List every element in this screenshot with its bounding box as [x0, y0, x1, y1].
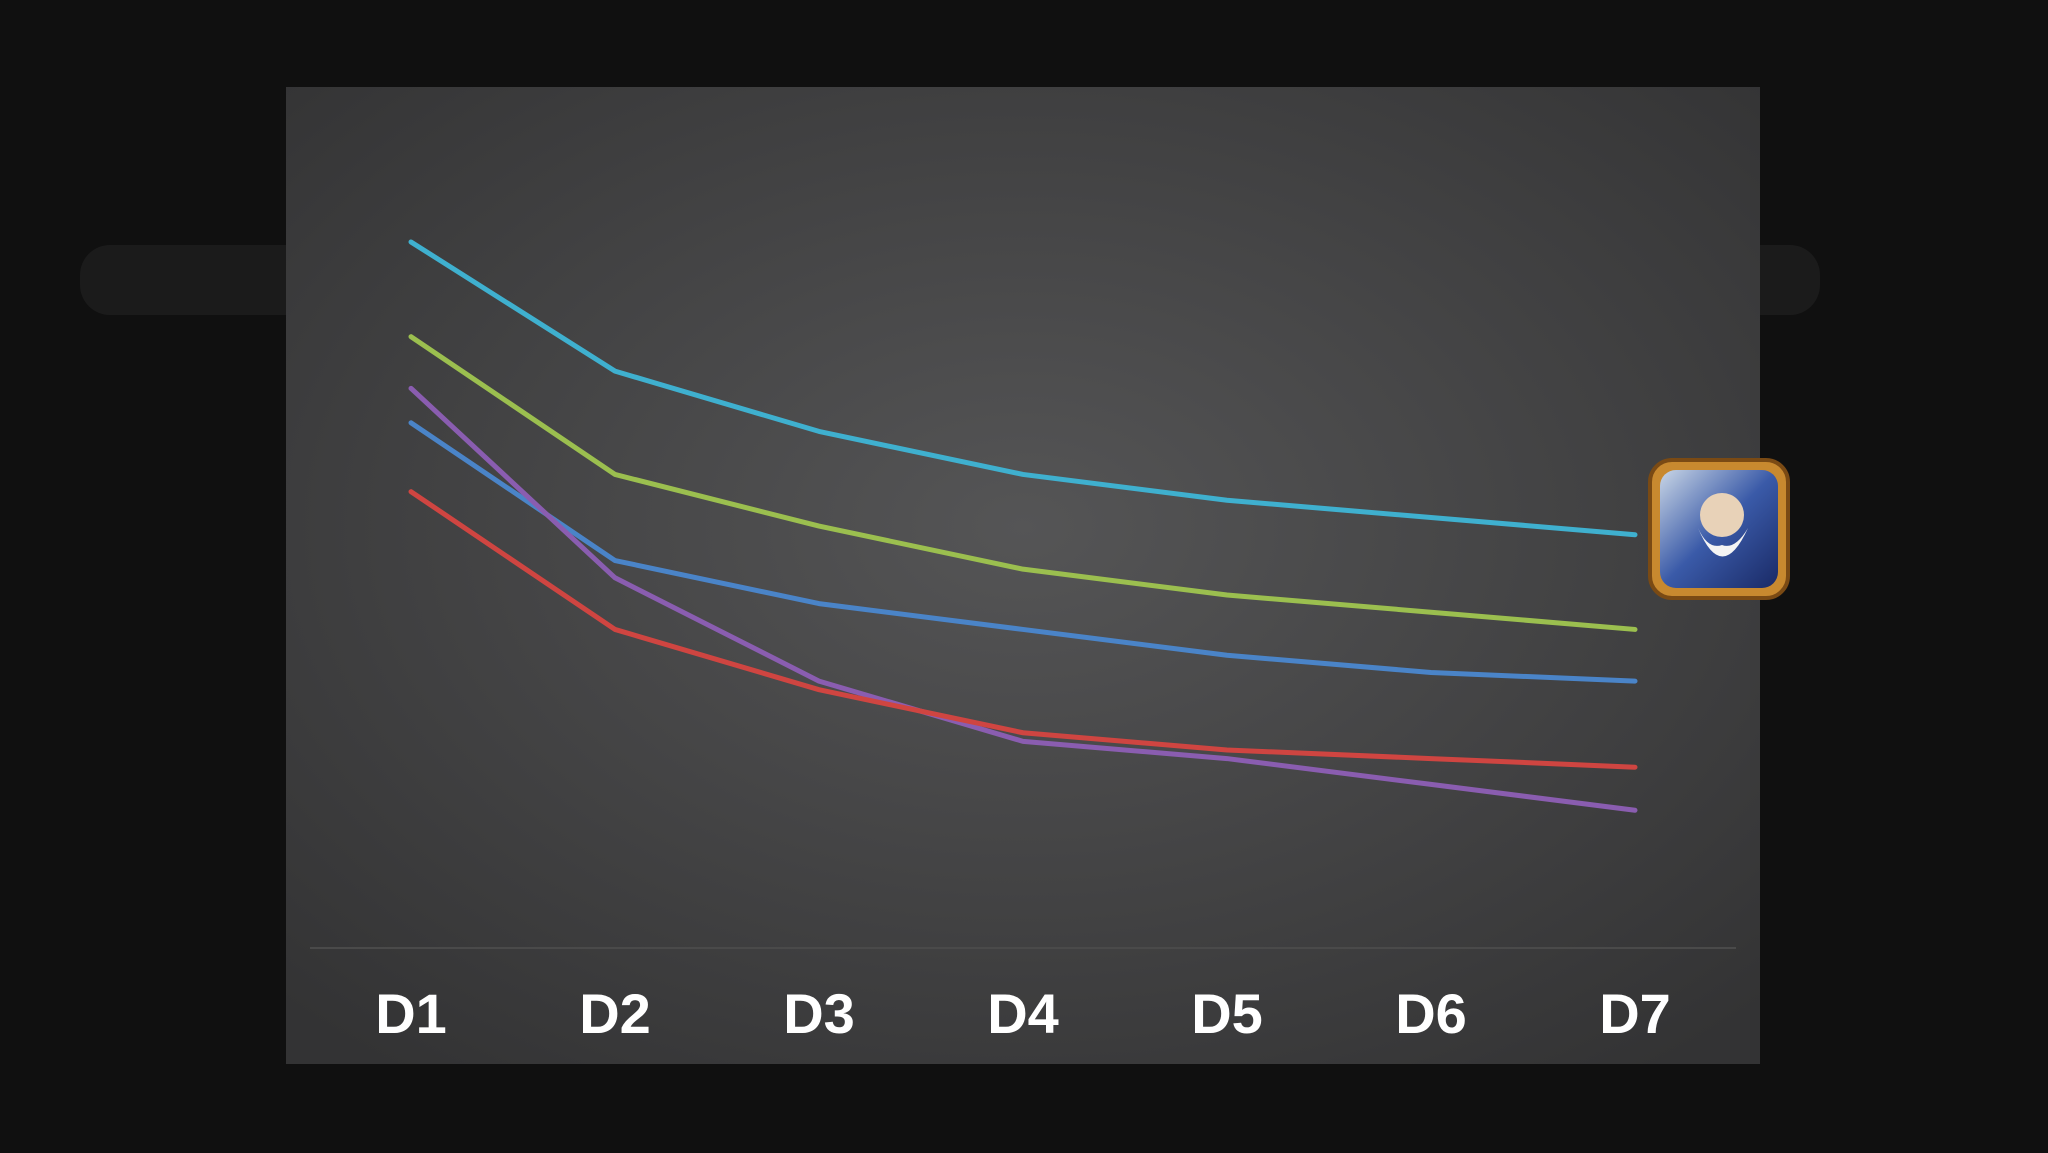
x-tick-label: D6: [1395, 982, 1467, 1045]
icon-face: [1700, 493, 1744, 537]
series-line: [408, 334, 1638, 632]
app-icon: [1648, 458, 1790, 600]
x-tick-label: D3: [783, 982, 855, 1045]
series-line: [408, 385, 1638, 813]
series-line: [408, 420, 1638, 684]
plot-area: D1 D2 D3 D4 D5 D6 D7: [375, 239, 1671, 1045]
x-tick-label: D1: [375, 982, 447, 1045]
x-tick-label: D4: [987, 982, 1059, 1045]
x-tick-label: D7: [1599, 982, 1671, 1045]
series-line: [408, 239, 1638, 538]
x-tick-label: D5: [1191, 982, 1263, 1045]
icon-beard: [1698, 528, 1748, 557]
series-line: [408, 489, 1638, 770]
x-tick-label: D2: [579, 982, 651, 1045]
chart-panel: [286, 87, 1760, 1064]
